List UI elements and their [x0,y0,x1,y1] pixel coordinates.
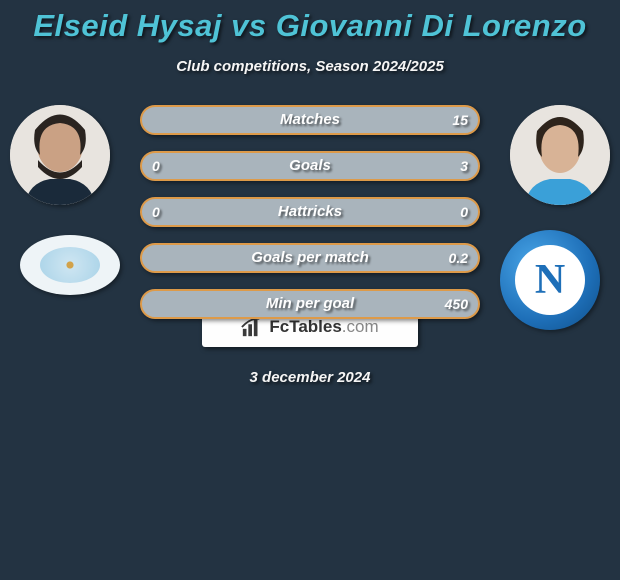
stat-right-value: 15 [452,107,468,133]
club-crest-icon: N [515,245,585,315]
stat-row: Min per goal 450 [140,289,480,319]
stat-right-value: 450 [445,291,468,317]
page-title: Elseid Hysaj vs Giovanni Di Lorenzo [0,0,620,44]
person-icon [10,105,110,205]
stat-label: Goals [142,153,478,179]
player-right-avatar [510,105,610,205]
player-left-avatar [10,105,110,205]
player-left-club-badge [20,235,120,295]
stat-row: 0 Hattricks 0 [140,197,480,227]
stat-label: Goals per match [142,245,478,271]
subtitle: Club competitions, Season 2024/2025 [0,58,620,75]
stat-label: Min per goal [142,291,478,317]
stat-row: Goals per match 0.2 [140,243,480,273]
footer-date: 3 december 2024 [0,369,620,386]
stat-right-value: 0 [460,199,468,225]
stat-row: 0 Goals 3 [140,151,480,181]
person-icon [510,105,610,205]
stats-list: Matches 15 0 Goals 3 0 Hattricks 0 Goals… [140,105,480,335]
club-crest-icon [40,247,100,283]
stat-label: Hattricks [142,199,478,225]
player-right-club-badge: N [500,230,600,330]
stat-row: Matches 15 [140,105,480,135]
stat-right-value: 0.2 [449,245,468,271]
stat-right-value: 3 [460,153,468,179]
stat-label: Matches [142,107,478,133]
